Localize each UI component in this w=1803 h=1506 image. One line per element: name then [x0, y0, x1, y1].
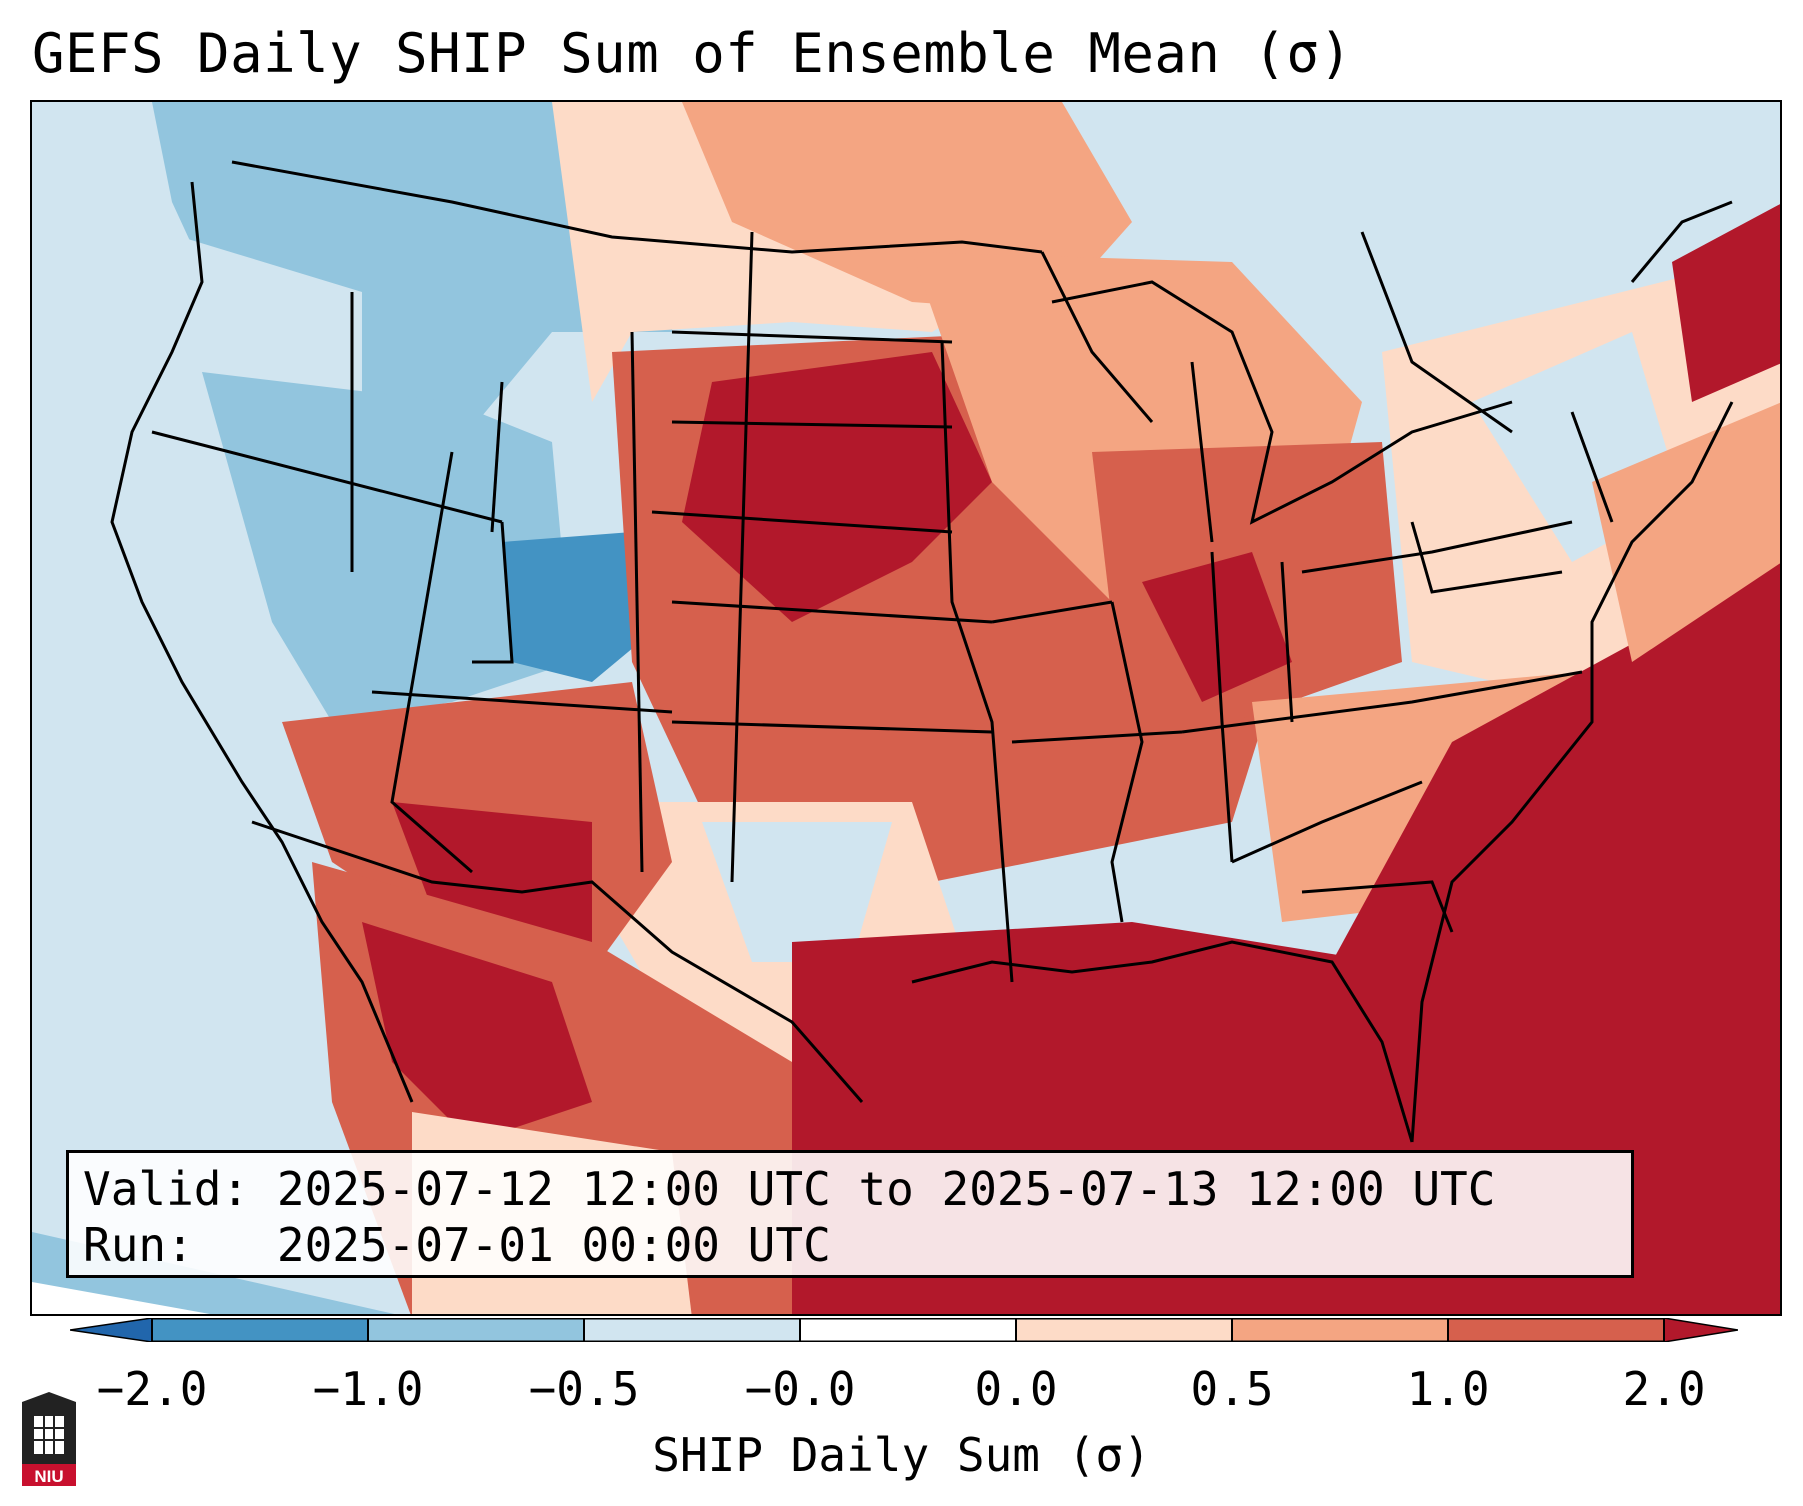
colorbar-segment-4 [800, 1318, 1016, 1342]
boundary-11 [651, 510, 953, 534]
colorbar-tick-label: 0.5 [1190, 1362, 1274, 1416]
run-label: Run: [83, 1218, 250, 1272]
colorbar-extend-high [1663, 1318, 1738, 1342]
region-atlantic-strong [1332, 563, 1780, 1314]
boundary-26 [1040, 251, 1154, 423]
boundary-28 [1360, 231, 1513, 434]
region-great-basin-negative [202, 372, 572, 722]
boundary-5 [371, 690, 673, 714]
boundary-24 [1570, 411, 1614, 523]
boundary-18 [1210, 551, 1234, 863]
boundary-27 [1190, 361, 1214, 543]
map-panel [30, 100, 1782, 1316]
colorbar-label: SHIP Daily Sum (σ) [652, 1428, 1151, 1482]
colorbar-tick-label: 2.0 [1622, 1362, 1706, 1416]
boundary-12 [671, 600, 993, 624]
boundary-13 [671, 720, 993, 734]
region-mexico-strong [362, 922, 592, 1142]
boundary-23 [1410, 521, 1563, 594]
valid-run-info-box: Valid: 2025-07-12 12:00 UTC to 2025-07-1… [66, 1150, 1634, 1278]
boundary-14 [940, 341, 1014, 983]
boundary-16 [1011, 730, 1183, 744]
region-northeast-strong [1672, 204, 1780, 402]
colorbar-segment-1 [152, 1318, 368, 1342]
region-sw-corner-light [32, 1282, 210, 1314]
coastline-west [110, 181, 414, 1103]
boundary-9 [671, 330, 953, 344]
boundary-10 [671, 420, 953, 429]
boundary-22 [1301, 520, 1573, 574]
colorbar-tick-label: −1.0 [312, 1362, 424, 1416]
mexico-border [251, 820, 864, 1103]
boundary-6 [630, 331, 644, 873]
colorbar-segment-7 [1448, 1318, 1664, 1342]
boundary-19 [1280, 561, 1294, 723]
region-texas-negative [702, 822, 892, 962]
colorbar-segment-2 [368, 1318, 584, 1342]
great-lakes-shore [1051, 280, 1513, 525]
valid-label: Valid: [83, 1162, 250, 1216]
region-dakotas-strong [682, 352, 992, 622]
boundary-3 [472, 521, 514, 664]
atlantic-coast [1410, 401, 1734, 1143]
colorbar-tick-label: 1.0 [1406, 1362, 1490, 1416]
colorbar-segment-3 [584, 1318, 800, 1342]
colorbar-tick-label: −0.0 [744, 1362, 856, 1416]
boundary-25 [1301, 880, 1454, 933]
colorbar-tick-label: −0.5 [528, 1362, 640, 1416]
colorbar-tick-label: 0.0 [974, 1362, 1058, 1416]
boundary-15 [991, 600, 1113, 624]
boundary-8 [390, 451, 473, 874]
map-svg [32, 102, 1780, 1314]
state-boundaries [110, 160, 1734, 1143]
boundary-29 [1630, 200, 1733, 283]
colorbar-segment-6 [1232, 1318, 1448, 1342]
region-colorado-strong-negative [502, 532, 652, 682]
boundary-17 [1110, 601, 1144, 923]
colorbar-tick-label: −2.0 [96, 1362, 208, 1416]
chart-title: GEFS Daily SHIP Sum of Ensemble Mean (σ) [32, 22, 1353, 85]
svg-text:NIU: NIU [34, 1467, 63, 1486]
colorbar-segment-5 [1016, 1318, 1232, 1342]
valid-value: 2025-07-12 12:00 UTC to 2025-07-13 12:00… [276, 1162, 1496, 1216]
boundary-21 [1231, 780, 1423, 864]
gulf-coast [911, 940, 1414, 1143]
boundary-7 [730, 231, 754, 883]
colorbar [70, 1318, 1738, 1342]
canada-border [231, 160, 1043, 254]
boundary-4 [490, 381, 504, 533]
boundary-20 [1181, 670, 1583, 734]
niu-logo-icon: NIU [22, 1392, 76, 1486]
colorbar-extend-low [70, 1318, 153, 1342]
run-value: 2025-07-01 00:00 UTC [276, 1218, 831, 1272]
region-atlantic-coast-weak [1592, 402, 1780, 662]
colorbar-tick-marks [151, 1318, 1665, 1342]
